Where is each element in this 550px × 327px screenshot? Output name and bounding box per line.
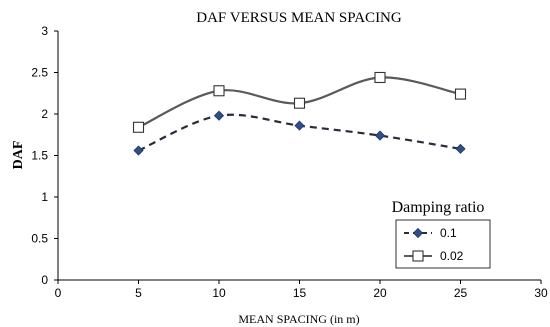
y-tick-label: 0 (41, 273, 48, 287)
legend-entry: 0.02 (404, 249, 464, 263)
data-point (293, 97, 306, 109)
x-tick-label: 15 (293, 286, 307, 300)
x-axis-label: MEAN SPACING (in m) (238, 312, 359, 326)
legend-entry: 0.1 (404, 226, 457, 240)
x-tick-label: 5 (135, 286, 142, 300)
y-tick-label: 2 (41, 107, 48, 121)
data-point (454, 88, 467, 100)
y-tick-label: 3 (41, 24, 48, 38)
data-point (374, 130, 386, 141)
series-line (138, 113, 461, 152)
data-point (213, 110, 225, 121)
legend-box (395, 219, 491, 269)
series-1 (133, 110, 466, 156)
y-tick-label: 0.5 (31, 232, 48, 246)
x-tick-label: 30 (534, 286, 548, 300)
data-point (374, 71, 386, 84)
y-axis-label: DAF (11, 141, 26, 170)
x-tick-label: 10 (212, 286, 226, 300)
legend-title: Damping ratio (392, 199, 485, 216)
plot-area: 00.511.522.530 5 10 15 20 25 30 (31, 24, 548, 300)
x-tick-label: 25 (454, 286, 468, 300)
chart-title: DAF VERSUS MEAN SPACING (196, 10, 402, 26)
series-2 (132, 71, 467, 133)
legend-marker (412, 250, 424, 262)
x-tick-label: 0 (55, 286, 62, 300)
data-point (133, 145, 144, 156)
data-point (294, 120, 305, 131)
y-tick-label: 1.5 (31, 149, 48, 163)
legend-marker (412, 227, 424, 239)
y-tick-label: 2.5 (31, 66, 48, 80)
legend-label: 0.1 (440, 226, 457, 240)
data-point (455, 143, 466, 154)
y-tick-label: 1 (41, 190, 48, 204)
data-point (213, 85, 225, 97)
legend: Damping ratio 0.1 0.02 (392, 199, 491, 269)
x-tick-label: 20 (373, 286, 387, 300)
data-point (132, 121, 145, 133)
legend-label: 0.02 (440, 249, 464, 263)
